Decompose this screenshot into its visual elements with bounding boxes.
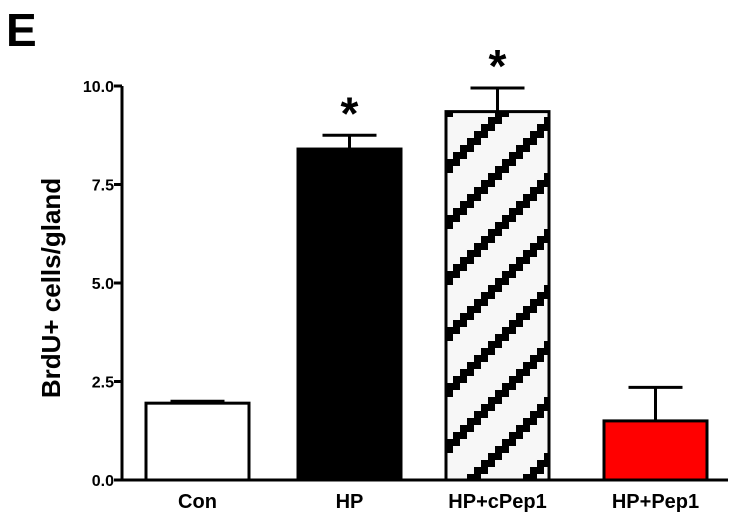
x-category-label: HP+cPep1 [448, 491, 546, 513]
y-tick-label: 7.5 [92, 178, 114, 195]
error-bars [170, 86, 683, 421]
x-category-label: HP+Pep1 [612, 491, 699, 513]
y-tick-label: 0.0 [92, 473, 114, 490]
bar-hp [296, 147, 403, 482]
x-axis-labels: Con HP HP+cPep1 HP+Pep1 [178, 491, 699, 513]
bar-hp-cpep1 [444, 110, 551, 482]
y-axis-title: BrdU+ cells/gland [36, 178, 66, 398]
y-tick-label: 5.0 [92, 276, 114, 293]
bars [144, 110, 709, 482]
significance-marks: ** [341, 40, 507, 139]
bar-con [144, 401, 251, 482]
significance-asterisk: * [341, 87, 359, 139]
x-category-label: Con [178, 491, 217, 513]
y-axis-ticks: 0.0 2.5 5.0 7.5 10.0 [83, 79, 122, 490]
significance-asterisk: * [489, 40, 507, 92]
y-tick-label: 2.5 [92, 375, 114, 392]
x-category-label: HP [336, 491, 364, 513]
panel-label: E [6, 4, 37, 56]
bar-hp-pep1 [602, 419, 709, 482]
y-tick-label: 10.0 [83, 79, 114, 96]
